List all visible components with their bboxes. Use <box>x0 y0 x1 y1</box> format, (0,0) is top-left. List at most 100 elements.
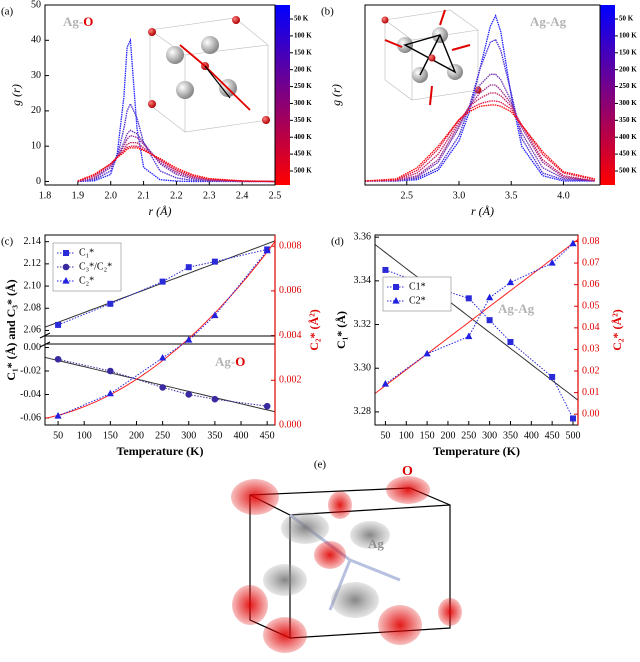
x-tick-label: 200 <box>129 430 144 441</box>
y2-tick-label: 0.008 <box>279 240 302 251</box>
x-tick-label: 150 <box>420 430 435 441</box>
plot-frame <box>364 4 601 186</box>
panel-label: (a) <box>1 6 14 18</box>
inset-ag-ag <box>381 9 482 106</box>
legend-marker <box>392 297 400 304</box>
o-atom <box>148 100 156 108</box>
panel-label: (c) <box>1 236 14 248</box>
x-tick-label: 250 <box>155 430 170 441</box>
y-tick-label: 3.30 <box>354 363 372 374</box>
square-marker <box>211 258 218 265</box>
colorbar-label: 450 K <box>619 150 637 158</box>
y2-tick-label: 0.004 <box>279 330 302 341</box>
triangle-marker <box>211 311 219 319</box>
legend-marker <box>62 263 70 271</box>
axis-break <box>39 336 281 344</box>
triangle-marker <box>423 349 431 357</box>
x-axis-title: r (Å) <box>149 204 172 218</box>
bond <box>204 65 231 99</box>
x-tick-label: 50 <box>380 430 390 441</box>
inset-cube <box>149 17 269 133</box>
colorbar-label: 450 K <box>294 150 312 158</box>
y-tick-label: 2.12 <box>24 258 42 269</box>
g-r-curve <box>365 73 595 182</box>
ag-ellipsoid <box>263 564 307 596</box>
annotation-part: Ag- <box>215 354 235 369</box>
legend-label: C₂* <box>79 275 94 286</box>
colorbar-label: 500 K <box>294 167 312 175</box>
y2-tick-label: 0.00 <box>582 409 600 420</box>
x-tick-label: 300 <box>181 430 196 441</box>
colorbar-label: 400 K <box>294 133 312 141</box>
square-marker <box>569 415 576 422</box>
y-tick-label: 3.34 <box>354 275 372 286</box>
colorbar-label: 500 K <box>619 167 637 175</box>
triangle-marker <box>263 246 271 254</box>
g-r-curve <box>77 141 275 183</box>
x-tick-label: 300 <box>482 430 497 441</box>
legend-label: C₁* <box>79 247 94 258</box>
o-ellipsoid <box>386 476 430 504</box>
g-r-curve <box>77 147 275 183</box>
panel-label: (b) <box>321 6 334 18</box>
circle-marker <box>185 391 193 398</box>
o-atom <box>232 16 240 24</box>
legend-label: C1* <box>409 281 426 292</box>
legend-marker <box>63 250 69 256</box>
plot-frame <box>374 234 579 426</box>
colorbar-label: 100 K <box>619 31 637 39</box>
y-axis-title: g (r) <box>9 84 23 106</box>
y-tick-label: -0.06 <box>20 412 41 423</box>
o-ellipsoid <box>438 598 462 626</box>
colorbar <box>600 5 615 185</box>
panel-label: (e) <box>314 459 327 471</box>
fit-line <box>45 241 275 419</box>
y-tick-label: 40 <box>31 35 41 46</box>
fit-line <box>45 356 275 413</box>
g-r-curve <box>365 84 595 182</box>
panel-label: (d) <box>331 236 344 248</box>
g-r-curve <box>77 102 275 183</box>
o-ellipsoid <box>231 479 279 515</box>
x-axis-title: r (Å) <box>471 204 494 218</box>
triangle-marker <box>569 239 577 247</box>
y-tick-label: 3.32 <box>354 319 372 330</box>
colorbar-label: 50 K <box>619 15 634 23</box>
colorbar-label: 200 K <box>619 65 637 73</box>
x-tick-label: 450 <box>260 430 275 441</box>
y2-axis-title: C₂* (Å²) <box>610 309 624 351</box>
colorbar-label: 250 K <box>619 82 637 90</box>
y-tick-label: 2.10 <box>24 280 42 291</box>
circle-marker <box>263 402 271 410</box>
y2-tick-label: 0.04 <box>582 322 600 333</box>
legend-label: C₃*/C₂* <box>79 261 112 272</box>
x-tick-label: 2.5 <box>401 190 414 201</box>
y2-tick-label: 0.05 <box>582 301 600 312</box>
colorbar-label: 150 K <box>294 48 312 56</box>
ag-ellipsoid <box>331 582 379 618</box>
y-tick-label: 30 <box>31 70 41 81</box>
annotation-part: O <box>83 14 93 29</box>
o-ellipsoid <box>314 541 346 569</box>
y-axis-title: C₁* (Å) and C₃* (Å) <box>4 279 18 380</box>
square-marker <box>465 295 472 302</box>
colorbar-label: 250 K <box>294 82 312 90</box>
x-tick-label: 100 <box>77 430 92 441</box>
x-tick-label: 50 <box>53 430 63 441</box>
x-tick-label: 350 <box>503 430 518 441</box>
ag-ellipsoid <box>350 521 390 549</box>
y-tick-label: 0 <box>36 176 41 187</box>
o-ellipsoid <box>328 491 352 519</box>
g-r-curve <box>365 92 595 182</box>
triangle-marker <box>548 259 556 266</box>
colorbar-label: 350 K <box>619 116 637 124</box>
annotation: Ag-Ag <box>498 301 535 316</box>
g-r-curve <box>365 104 595 182</box>
y-tick-label: 50 <box>31 0 41 10</box>
triangle-marker <box>185 336 193 343</box>
x-tick-label: 3.5 <box>505 190 518 201</box>
o-atom <box>474 86 482 94</box>
ag-atom <box>176 81 194 99</box>
